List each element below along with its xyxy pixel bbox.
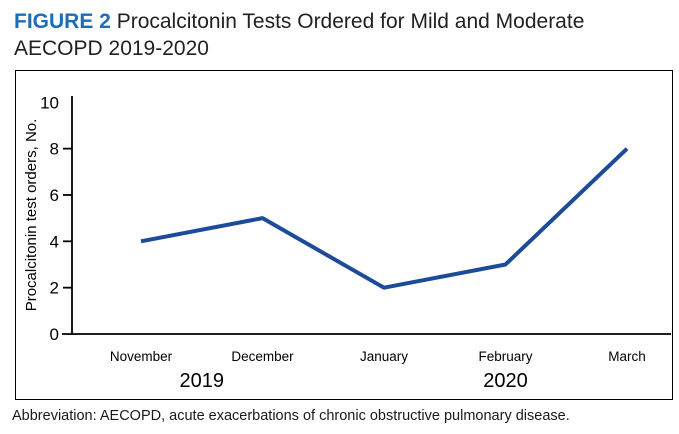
figure-title: FIGURE 2 Procalcitonin Tests Ordered for… — [14, 8, 588, 62]
x-tick-label: November — [110, 349, 173, 364]
x-tick-label: February — [478, 349, 532, 364]
y-tick-label: 8 — [50, 140, 59, 159]
x-tick-label: March — [608, 349, 646, 364]
chart-frame: 0 2 4 6 8 10 Procalcitonin test orders, No. Nov… — [15, 70, 673, 400]
x-tick-label: December — [231, 349, 294, 364]
y-axis-title: Procalcitonin test orders, No. — [23, 119, 40, 312]
x-tick-label: January — [360, 349, 408, 364]
year-label: 2019 — [180, 370, 225, 392]
figure-title-text: Procalcitonin Tests Ordered for Mild and… — [14, 10, 585, 60]
y-tick-label: 10 — [40, 93, 59, 112]
abbreviation-note: Abbreviation: AECOPD, acute exacerbation… — [12, 408, 570, 424]
y-tick-label: 4 — [50, 232, 59, 251]
figure-number-label: FIGURE 2 — [14, 10, 111, 33]
data-line-series — [140, 147, 629, 290]
y-tick-label: 0 — [50, 325, 59, 344]
year-label: 2020 — [483, 370, 528, 392]
y-tick-label: 6 — [50, 186, 59, 205]
y-tick-label: 2 — [50, 279, 59, 298]
